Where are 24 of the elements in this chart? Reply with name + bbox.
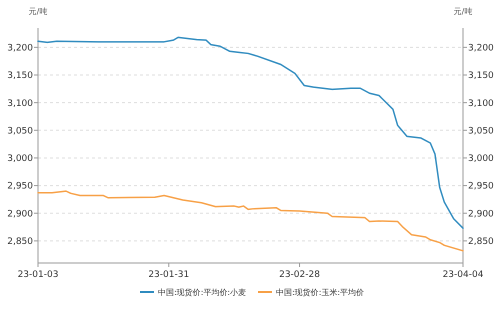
y2-tick-label: 3,050 [468, 126, 494, 136]
x-tick-label: 23-02-28 [279, 270, 320, 280]
y-tick-label: 3,150 [7, 71, 34, 82]
y2-tick-label: 3,000 [468, 154, 494, 164]
legend-label: 中国:现货价:平均价:小麦 [158, 288, 246, 297]
y-tick-label: 3,200 [7, 44, 34, 54]
y2-tick-label: 3,100 [468, 98, 494, 109]
y-tick-label: 2,850 [7, 237, 34, 248]
y-tick-label: 2,900 [7, 209, 34, 220]
y2-tick-label: 2,950 [468, 182, 494, 192]
y2-tick-label: 2,850 [468, 237, 494, 248]
y-tick-label: 3,050 [7, 126, 34, 136]
y-axis-title: 元/吨 [28, 7, 48, 16]
x-tick-label: 23-01-03 [18, 270, 58, 280]
x-tick-label: 23-04-04 [442, 270, 484, 280]
y-tick-label: 2,950 [7, 182, 34, 192]
y-tick-label: 3,000 [7, 154, 34, 164]
legend-label: 中国:现货价:玉米:平均价 [276, 288, 364, 297]
y2-tick-label: 3,150 [468, 71, 494, 82]
x-tick-label: 23-01-31 [148, 270, 190, 280]
y-tick-label: 3,100 [7, 98, 34, 109]
y2-axis-title: 元/吨 [454, 7, 472, 16]
y2-tick-label: 3,200 [468, 44, 494, 54]
y2-tick-label: 2,900 [468, 209, 494, 220]
